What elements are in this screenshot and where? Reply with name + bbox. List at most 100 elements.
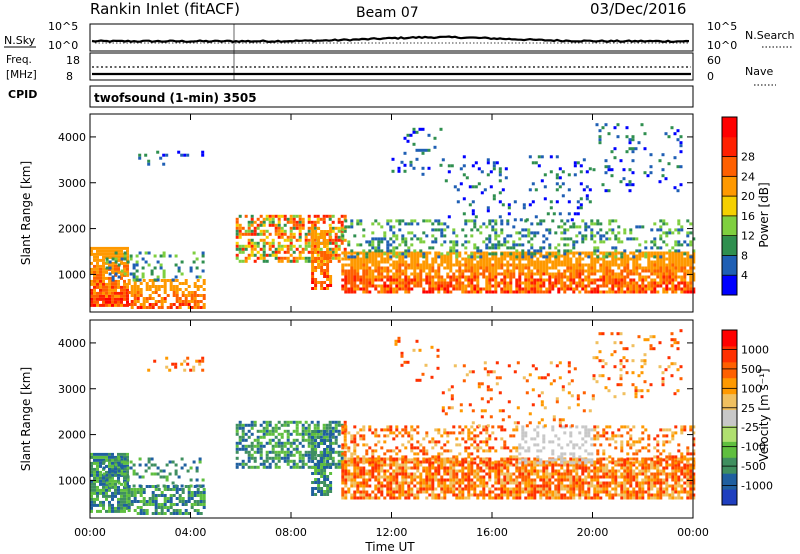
- range-cell: [337, 450, 341, 454]
- range-cell: [452, 472, 456, 476]
- range-cell: [530, 269, 534, 273]
- range-cell: [325, 214, 329, 218]
- range-cell: [608, 281, 612, 285]
- range-cell: [395, 275, 399, 279]
- range-cell: [368, 278, 372, 282]
- range-cell: [455, 487, 459, 491]
- range-cell: [539, 269, 543, 273]
- range-cell: [313, 244, 317, 248]
- range-cell: [569, 263, 573, 267]
- range-cell: [153, 278, 157, 282]
- range-cell: [635, 266, 639, 270]
- range-cell: [578, 490, 582, 494]
- range-cell: [395, 481, 399, 485]
- range-cell: [590, 263, 594, 267]
- range-cell: [437, 278, 441, 282]
- range-cell: [492, 167, 496, 171]
- range-cell: [93, 300, 96, 304]
- range-cell: [551, 466, 555, 470]
- range-cell: [452, 487, 456, 491]
- range-cell: [325, 432, 329, 436]
- range-cell: [126, 255, 129, 259]
- range-cell: [662, 251, 666, 255]
- range-cell: [437, 222, 441, 226]
- range-cell: [548, 228, 552, 232]
- range-cell: [527, 266, 531, 270]
- range-cell: [530, 496, 534, 500]
- range-cell: [359, 490, 363, 494]
- range-cell: [398, 272, 402, 276]
- range-cell: [356, 266, 360, 270]
- range-cell: [403, 163, 407, 167]
- range-cell: [506, 460, 510, 464]
- range-cell: [244, 259, 248, 263]
- range-cell: [614, 284, 618, 288]
- range-cell: [172, 288, 176, 291]
- range-cell: [677, 251, 681, 255]
- range-cell: [374, 246, 378, 250]
- range-cell: [498, 191, 502, 195]
- range-cell: [362, 269, 366, 273]
- range-cell: [359, 243, 363, 247]
- range-cell: [93, 303, 96, 307]
- range-cell: [635, 249, 639, 253]
- range-cell: [371, 472, 375, 476]
- range-cell: [415, 157, 419, 161]
- range-cell: [199, 497, 203, 500]
- range-cell: [277, 420, 281, 424]
- range-cell: [326, 275, 330, 278]
- range-cell: [674, 240, 678, 244]
- range-cell: [398, 487, 402, 491]
- range-cell: [268, 432, 272, 436]
- range-cell: [169, 303, 173, 306]
- range-cell: [667, 162, 671, 166]
- range-cell: [334, 423, 338, 427]
- range-cell: [470, 284, 474, 288]
- range-cell: [500, 478, 504, 482]
- range-cell: [102, 270, 105, 274]
- range-cell: [368, 281, 372, 285]
- range-cell: [322, 217, 326, 221]
- range-cell: [572, 496, 576, 500]
- range-cell: [471, 200, 475, 204]
- range-cell: [692, 237, 696, 241]
- range-cell: [650, 290, 654, 294]
- range-cell: [265, 420, 269, 424]
- range-cell: [90, 270, 93, 274]
- range-cell: [298, 450, 302, 454]
- range-cell: [662, 219, 666, 223]
- range-cell: [365, 257, 369, 261]
- range-cell: [371, 278, 375, 282]
- range-cell: [455, 284, 459, 288]
- range-cell: [482, 496, 486, 500]
- range-cell: [437, 287, 441, 291]
- range-cell: [371, 460, 375, 464]
- range-cell: [482, 254, 486, 258]
- range-cell: [467, 290, 471, 294]
- range-cell: [120, 273, 123, 277]
- range-cell: [383, 496, 387, 500]
- range-cell: [539, 222, 543, 226]
- range-cell: [401, 252, 405, 256]
- range-cell: [323, 242, 327, 245]
- range-cell: [548, 278, 552, 282]
- range-cell: [560, 463, 564, 467]
- range-cell: [96, 252, 99, 256]
- range-cell: [356, 278, 360, 282]
- range-cell: [533, 266, 537, 270]
- range-cell: [350, 260, 354, 264]
- range-cell: [599, 222, 603, 226]
- range-cell: [298, 223, 302, 227]
- range-cell: [635, 263, 639, 267]
- range-cell: [491, 252, 495, 256]
- range-cell: [329, 251, 333, 254]
- range-cell: [545, 266, 549, 270]
- range-cell: [271, 214, 275, 218]
- range-cell: [653, 222, 657, 226]
- range-cell: [247, 429, 251, 433]
- range-cell: [593, 490, 597, 494]
- range-cell: [509, 463, 513, 467]
- range-cell: [446, 469, 450, 473]
- range-cell: [166, 279, 170, 282]
- range-cell: [548, 252, 552, 256]
